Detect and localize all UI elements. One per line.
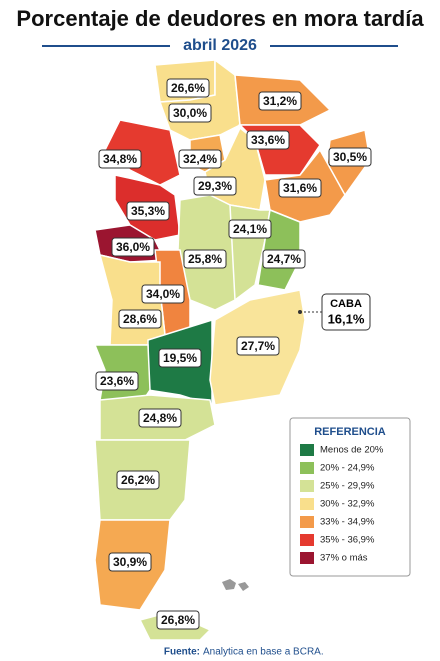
- label-box: [95, 371, 139, 391]
- province-label: 31,2%: [263, 94, 297, 108]
- label-box: [228, 219, 272, 239]
- label-box: [118, 309, 162, 329]
- label-box: [138, 408, 182, 428]
- province-label: 30,9%: [113, 555, 147, 569]
- source-label: Fuente:: [164, 647, 200, 658]
- province-label: 25,8%: [188, 252, 222, 266]
- legend-swatch: [300, 516, 314, 528]
- province-label: 35,3%: [131, 204, 165, 218]
- province-label: 26,6%: [171, 81, 205, 95]
- province-label: 30,5%: [333, 150, 367, 164]
- province-label: 26,8%: [161, 613, 195, 627]
- legend-swatch: [300, 498, 314, 510]
- province-label: 34,0%: [146, 287, 180, 301]
- legend-swatch: [300, 552, 314, 564]
- label-box: [193, 176, 237, 196]
- legend-label: Menos de 20%: [320, 445, 384, 456]
- label-box: [178, 149, 222, 169]
- label-box: [98, 149, 142, 169]
- legend-label: 30% - 32,9%: [320, 499, 375, 510]
- label-box: [108, 552, 152, 572]
- label-box: [126, 201, 170, 221]
- label-box: [328, 147, 372, 167]
- province-label: 28,6%: [123, 312, 157, 326]
- label-box: [116, 470, 160, 490]
- label-box: [111, 237, 155, 257]
- caba-value: 16,1%: [328, 311, 365, 326]
- province-label: 19,5%: [163, 351, 197, 365]
- label-box: [246, 130, 290, 150]
- label-box: [168, 103, 212, 123]
- label-box: [278, 178, 322, 198]
- islands: [222, 579, 249, 591]
- province-label: 30,0%: [173, 106, 207, 120]
- labels: 26,6% 30,0% 31,2% 33,6% 30,5% 34,8% 32,4% 29,3%…: [95, 78, 372, 630]
- label-box: [158, 348, 202, 368]
- province-label: 29,3%: [198, 179, 232, 193]
- legend-label: 25% - 29,9%: [320, 481, 375, 492]
- province-label: 36,0%: [116, 240, 150, 254]
- province-label: 33,6%: [251, 133, 285, 147]
- province-label: 34,8%: [103, 152, 137, 166]
- legend-label: 33% - 34,9%: [320, 517, 375, 528]
- province-label: 27,7%: [241, 339, 275, 353]
- caba-name: CABA: [330, 298, 362, 310]
- province-label: 23,6%: [100, 374, 134, 388]
- province-label: 24,8%: [143, 411, 177, 425]
- caba-dot: [298, 310, 302, 314]
- legend-label: 35% - 36,9%: [320, 535, 375, 546]
- legend-swatch: [300, 444, 314, 456]
- label-box: [166, 78, 210, 98]
- legend-swatch: [300, 480, 314, 492]
- legend-label: 20% - 24,9%: [320, 463, 375, 474]
- label-box: [258, 91, 302, 111]
- province-label: 31,6%: [283, 181, 317, 195]
- legend: Menos de 20% 20% - 24,9% 25% - 29,9% 30% - …: [300, 444, 384, 564]
- subtitle: abril 2026: [183, 37, 257, 54]
- province-label: 26,2%: [121, 473, 155, 487]
- title: Porcentaje de deudores en mora tardía: [16, 6, 424, 31]
- label-box: [183, 249, 227, 269]
- label-box: [156, 610, 200, 630]
- legend-label: 37% o más: [320, 553, 368, 564]
- legend-box: [289, 417, 411, 577]
- province-label: 32,4%: [183, 152, 217, 166]
- province-label: 24,1%: [233, 222, 267, 236]
- legend-swatch: [300, 462, 314, 474]
- label-box: [262, 249, 306, 269]
- label-box: [141, 284, 185, 304]
- legend-title: REFERENCIA: [314, 426, 386, 438]
- province-label: 24,7%: [267, 252, 301, 266]
- label-box: [236, 336, 280, 356]
- source: Analytica en base a BCRA.: [203, 647, 324, 658]
- legend-swatch: [300, 534, 314, 546]
- caba-box: [321, 293, 371, 331]
